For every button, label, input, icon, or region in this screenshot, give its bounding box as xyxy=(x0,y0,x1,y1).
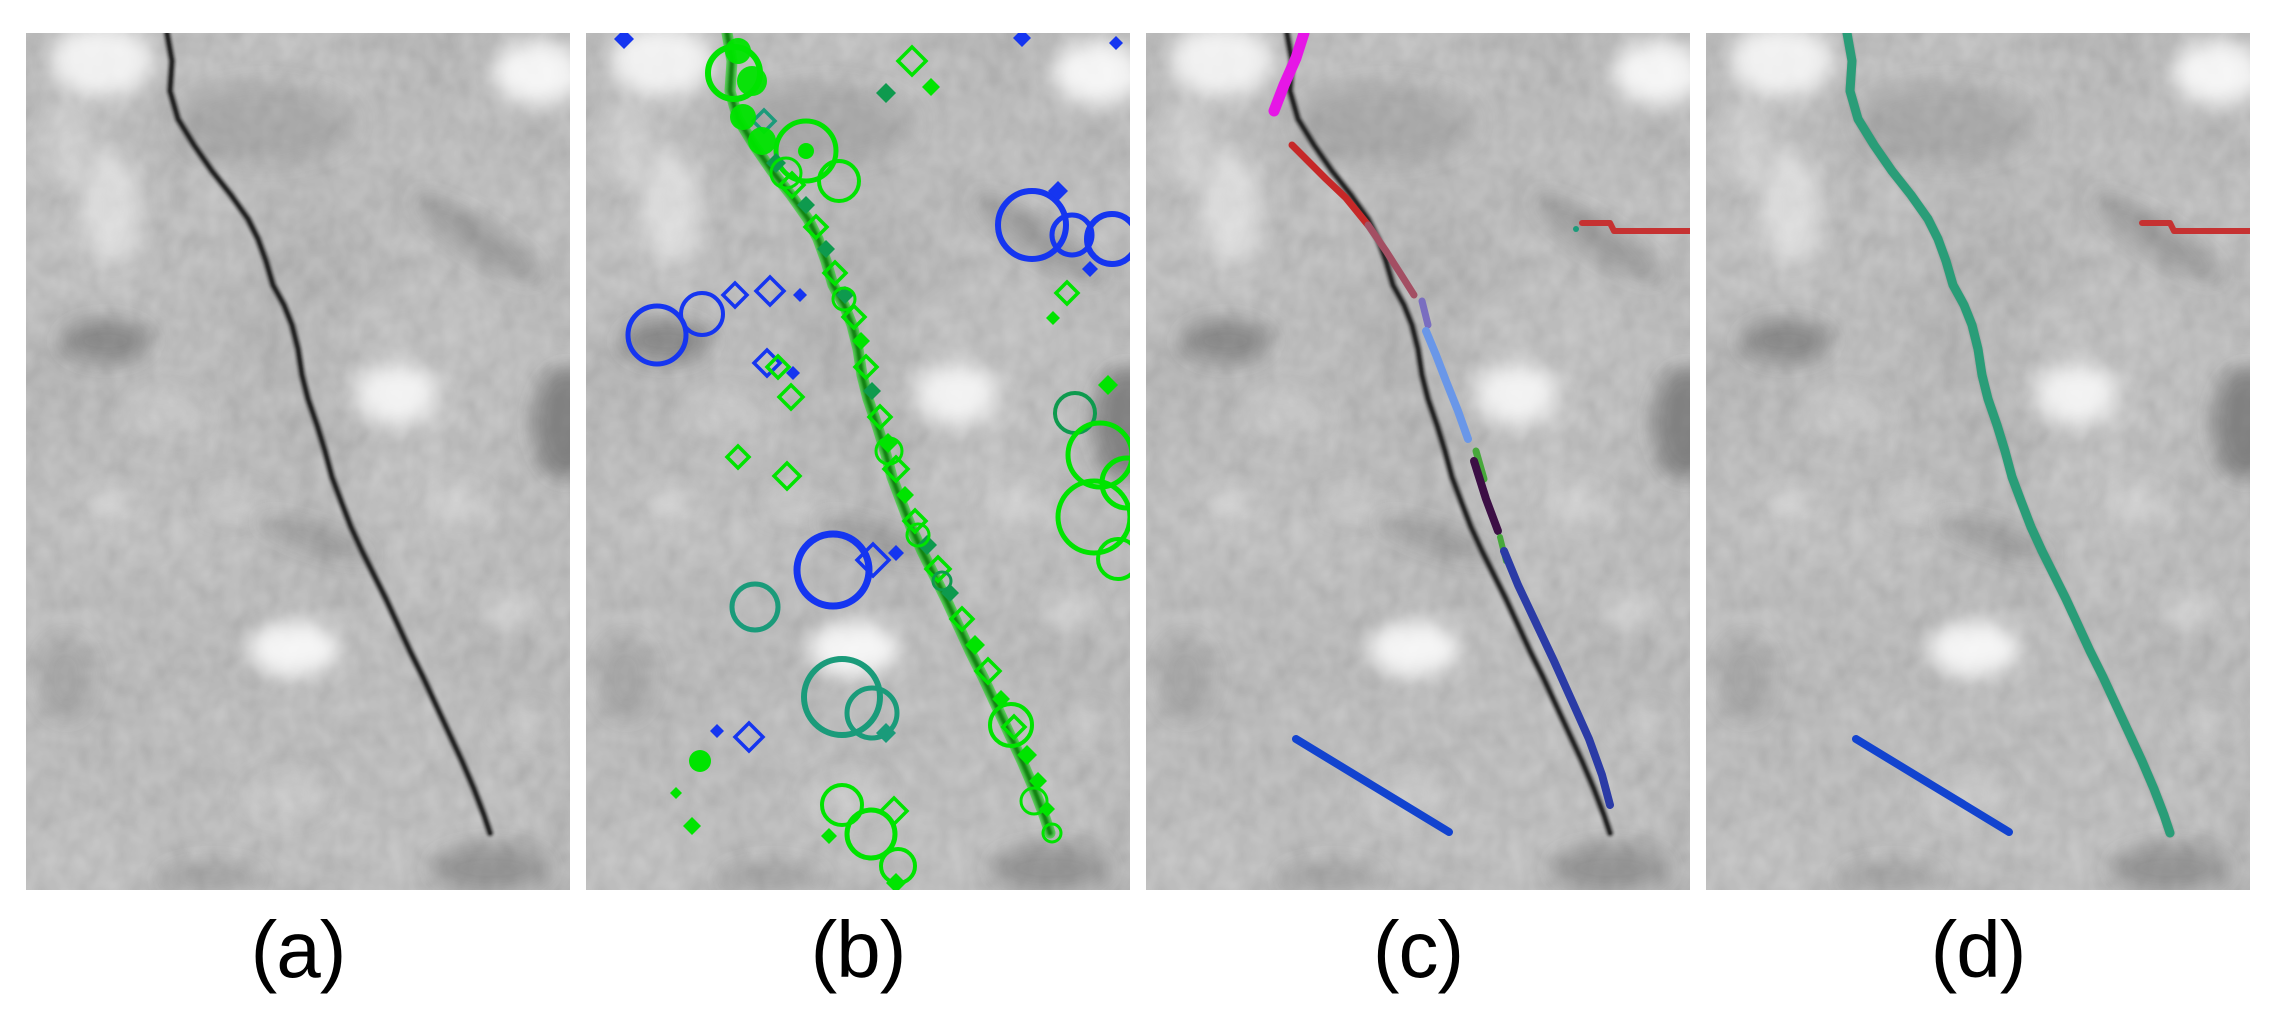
panel-d: (d) xyxy=(1706,33,2250,996)
panel-b: (b) xyxy=(586,33,1130,996)
panel-a-image xyxy=(26,33,570,890)
panel-d-caption: (d) xyxy=(1930,905,2027,994)
panel-b-image xyxy=(586,33,1130,890)
panel-c-image xyxy=(1146,33,1690,890)
panel-c: (c) xyxy=(1146,33,1690,996)
panel-c-caption: (c) xyxy=(1372,905,1464,994)
panel-d-image xyxy=(1706,33,2250,890)
panel-a-caption: (a) xyxy=(250,905,347,994)
panel-a: (a) xyxy=(26,33,570,996)
panel-b-caption: (b) xyxy=(810,905,907,994)
figure-panels-row: (a) (b) (c) (d) xyxy=(26,33,2250,996)
